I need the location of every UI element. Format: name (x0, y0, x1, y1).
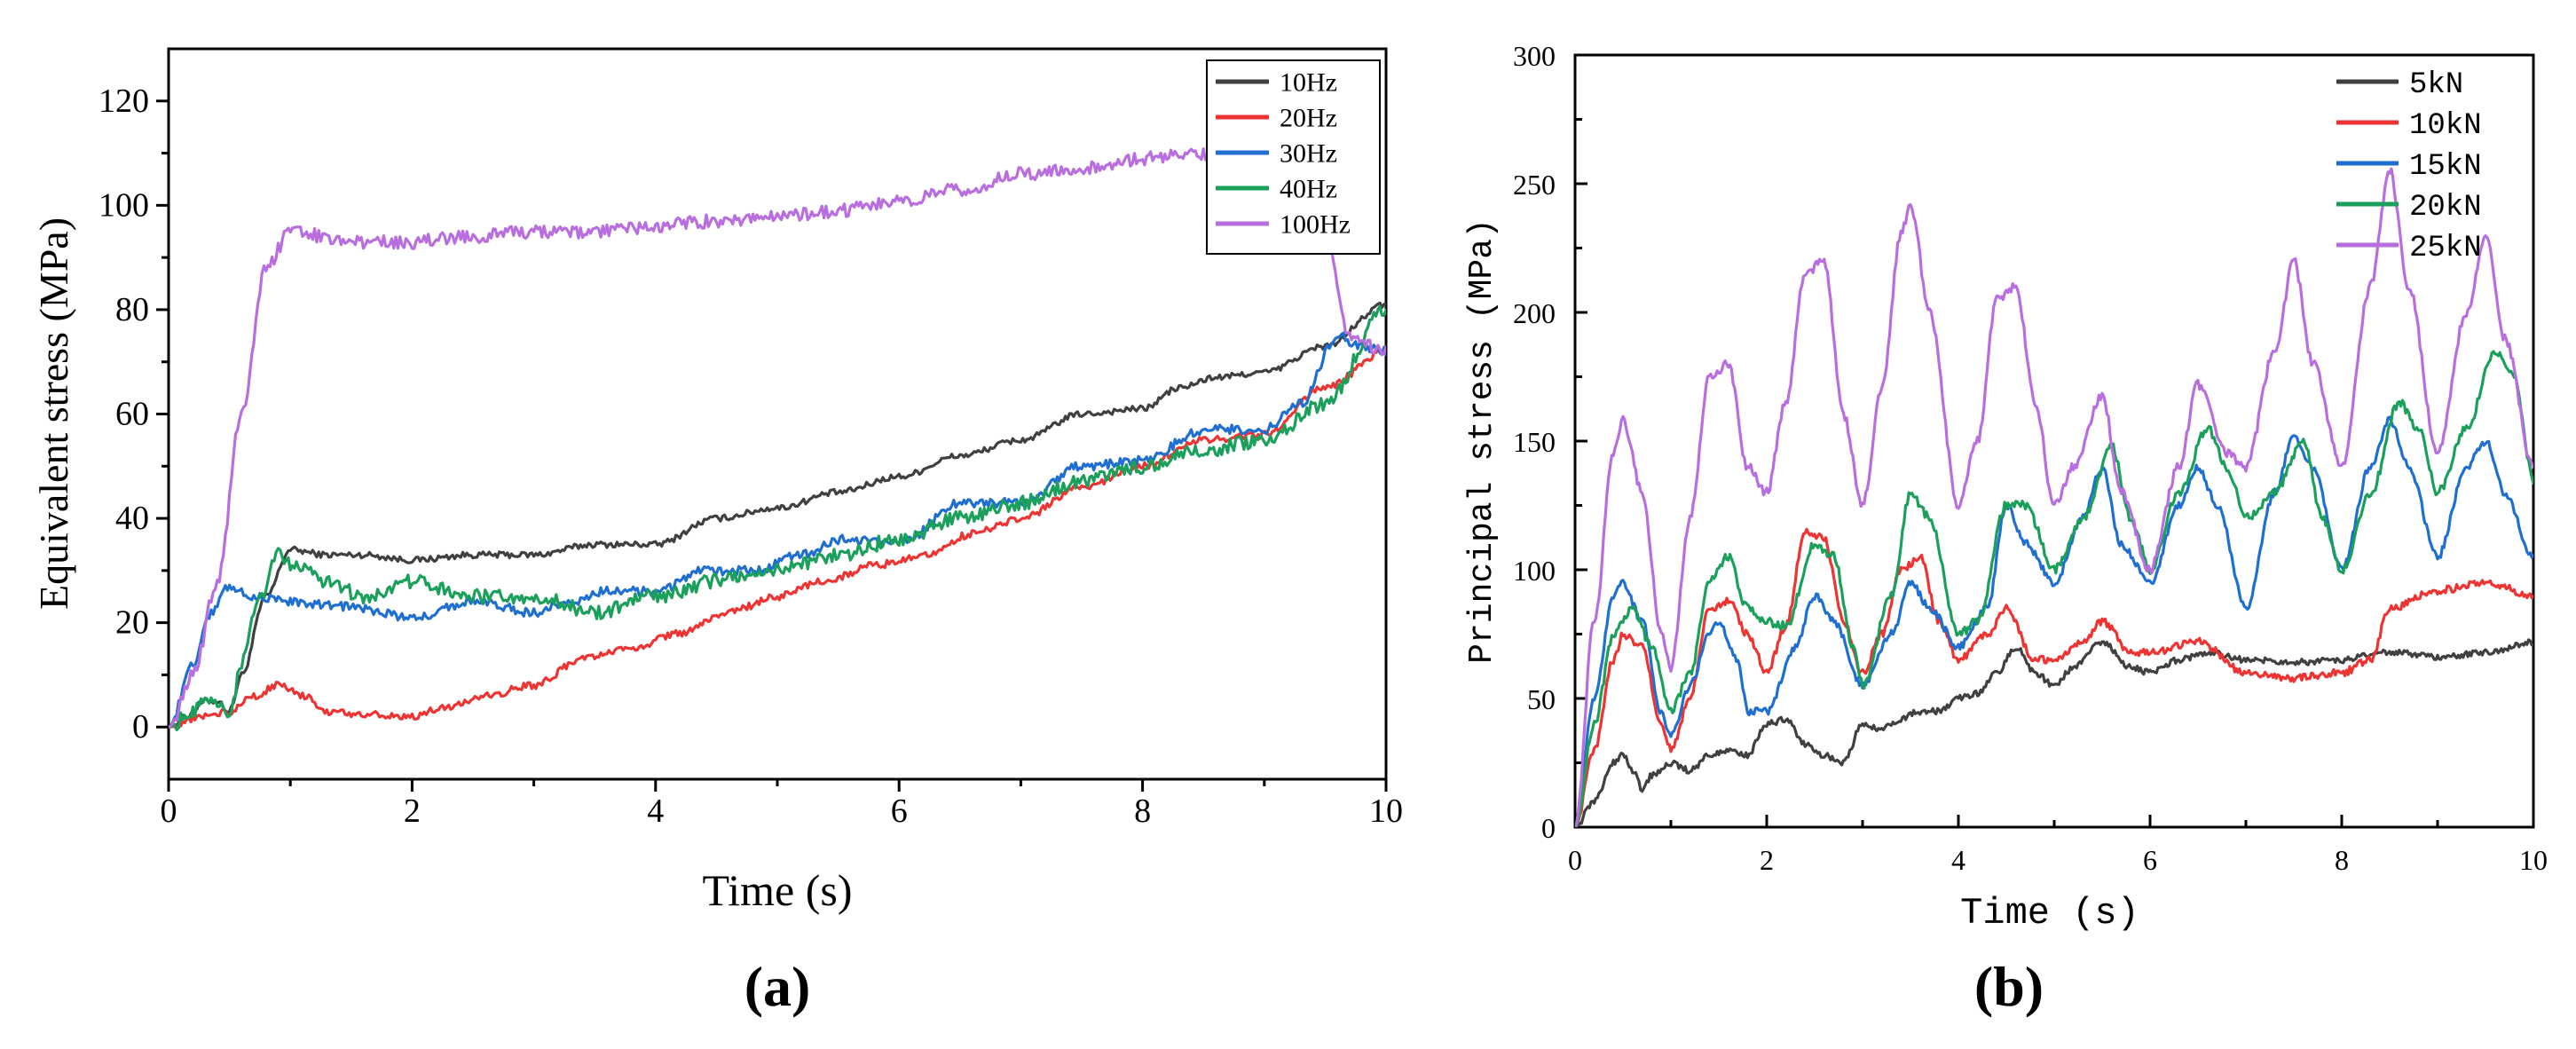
x-tick-label: 0 (1568, 844, 1582, 876)
y-tick-label: 40 (115, 500, 149, 537)
series-line-30hz (169, 331, 1386, 729)
y-tick-label: 50 (1527, 683, 1556, 715)
panel-a-label: (a) (744, 955, 811, 1018)
panel-a-plot-frame (167, 47, 1388, 781)
y-tick-label: 100 (98, 186, 149, 224)
x-tick-label: 8 (2335, 844, 2349, 876)
panel-b-y-tick-labels: 0 50 100 150 200 250 300 (1513, 40, 1556, 844)
series-line-10kn (1575, 527, 2533, 827)
panel-a-series-lines (169, 140, 1386, 731)
x-tick-label: 4 (647, 793, 664, 830)
panel-a-y-axis-label: Equivalent stress (MPa) (31, 217, 76, 610)
series-line-20hz (169, 348, 1386, 731)
x-tick-label: 6 (891, 793, 908, 830)
series-line-15kn (1575, 415, 2533, 827)
legend-label-15kn: 15kN (2409, 150, 2482, 184)
x-tick-label: 6 (2143, 844, 2157, 876)
series-line-5kn (1575, 638, 2533, 827)
legend-label-5kn: 5kN (2409, 68, 2463, 102)
legend-label-20hz: 20Hz (1280, 104, 1337, 133)
panel-a-x-tick-labels: 0 2 4 6 8 10 (161, 793, 1404, 830)
panel-a-y-tick-labels: 0 20 40 60 80 100 120 (98, 83, 149, 745)
x-tick-label: 10 (2519, 844, 2548, 876)
y-tick-label: 80 (115, 291, 149, 328)
panel-b-chart: 0 2 4 6 8 10 0 50 100 150 200 250 300 Time (s) Prin… (1463, 40, 2548, 1018)
series-line-40hz (169, 304, 1386, 731)
y-tick-label: 250 (1513, 169, 1556, 201)
y-tick-label: 150 (1513, 426, 1556, 458)
series-line-10hz (169, 301, 1386, 729)
y-tick-label: 120 (98, 83, 149, 120)
y-tick-label: 300 (1513, 40, 1556, 72)
legend-label-10hz: 10Hz (1280, 68, 1337, 98)
x-tick-label: 8 (1134, 793, 1151, 830)
y-tick-label: 200 (1513, 297, 1556, 329)
y-tick-label: 60 (115, 396, 149, 433)
series-line-20kn (1575, 350, 2533, 827)
x-tick-label: 4 (1951, 844, 1965, 876)
y-tick-label: 0 (132, 708, 149, 745)
legend-label-30hz: 30Hz (1280, 139, 1337, 169)
panel-b-x-tick-labels: 0 2 4 6 8 10 (1568, 844, 2548, 876)
panel-a-legend: 10Hz 20Hz 30Hz 40Hz 100Hz (1206, 59, 1381, 255)
panel-a-ticks (156, 99, 1388, 792)
x-tick-label: 10 (1369, 793, 1403, 830)
series-line-100hz (169, 140, 1386, 729)
x-tick-label: 0 (161, 793, 177, 830)
series-line-25kn (1575, 167, 2533, 827)
y-tick-label: 0 (1541, 812, 1556, 844)
panel-a-chart: 0 2 4 6 8 10 0 20 40 60 80 100 120 Time (s) Equival… (31, 47, 1404, 1018)
legend-label-40hz: 40Hz (1280, 175, 1337, 204)
panel-b-legend: 5kN 10kN 15kN 20kN 25kN (2336, 68, 2482, 265)
panel-b-x-axis-label: Time (s) (1960, 892, 2139, 935)
x-tick-label: 2 (1760, 844, 1774, 876)
legend-label-25kn: 25kN (2409, 232, 2482, 265)
y-tick-label: 20 (115, 604, 149, 642)
legend-label-10kn: 10kN (2409, 109, 2482, 143)
legend-label-20kn: 20kN (2409, 191, 2482, 225)
x-tick-label: 2 (404, 793, 421, 830)
panel-b-y-axis-label: Principal stress (MPa) (1463, 218, 1501, 664)
legend-label-100hz: 100Hz (1280, 210, 1351, 240)
panel-a-x-axis-label: Time (s) (702, 865, 852, 915)
panel-b-label: (b) (1974, 955, 2044, 1018)
panel-b-series-lines (1575, 167, 2533, 827)
y-tick-label: 100 (1513, 555, 1556, 587)
